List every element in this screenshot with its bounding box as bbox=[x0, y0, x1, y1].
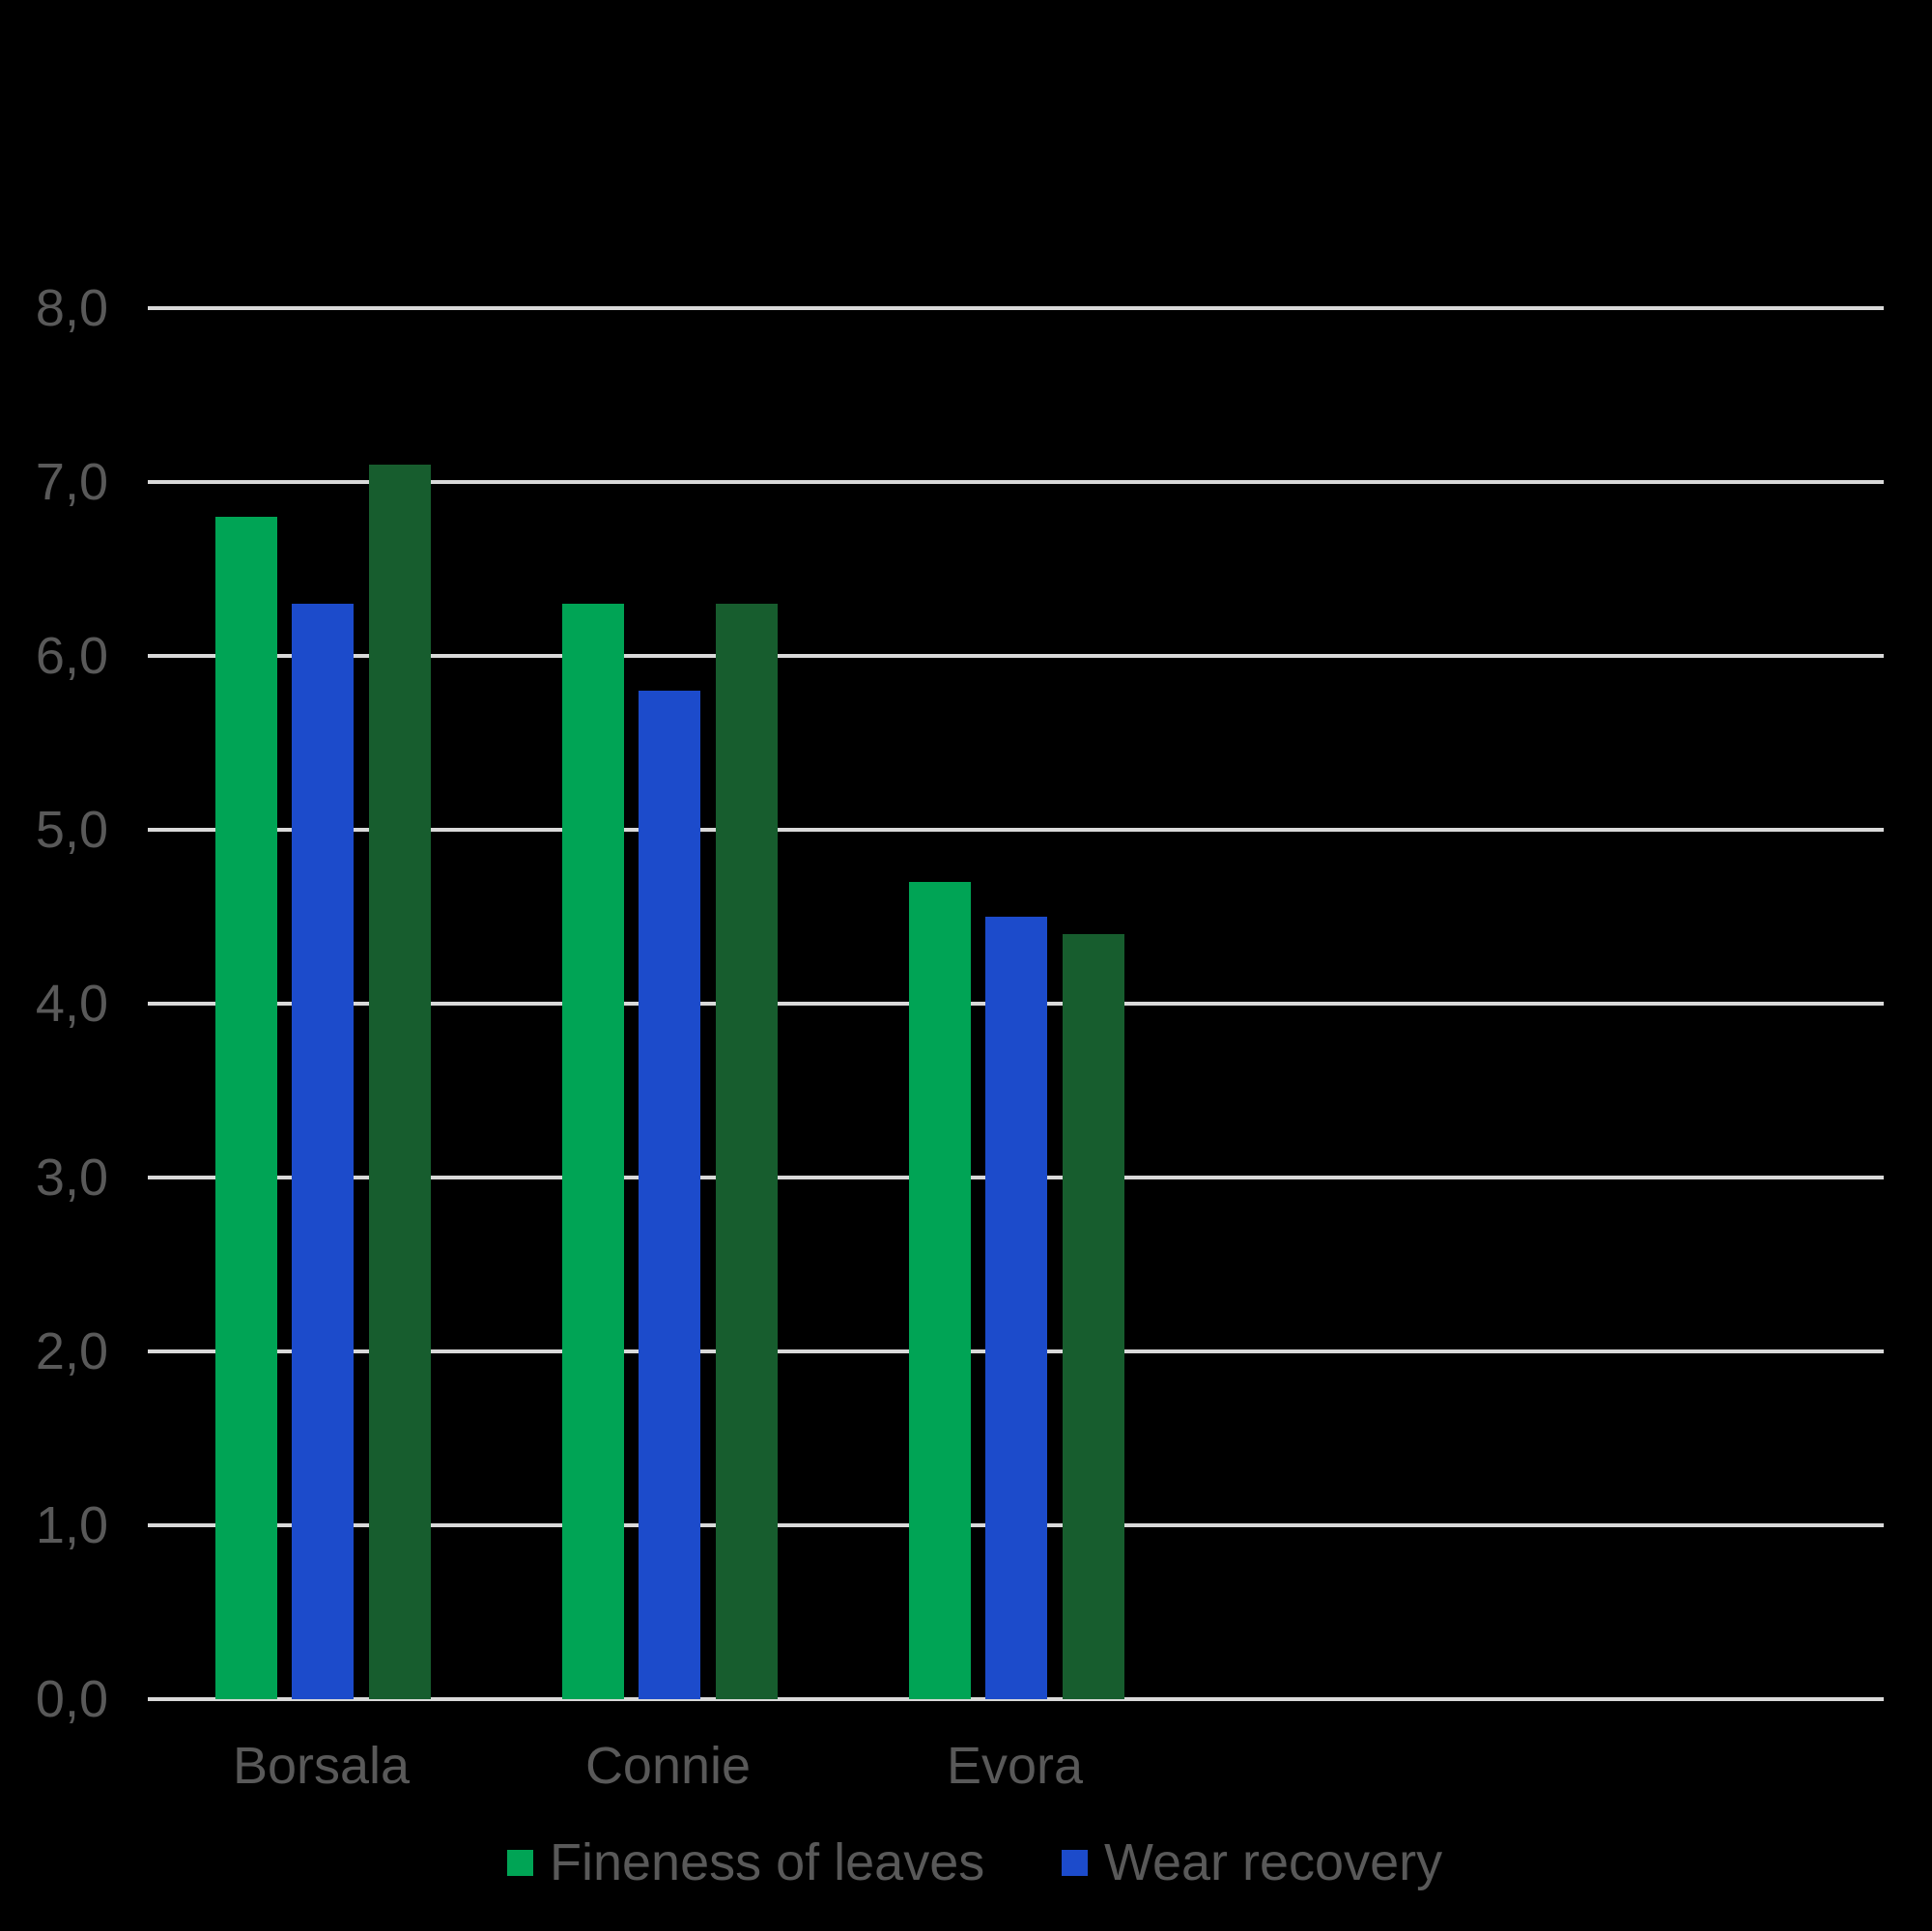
legend-item-wear-recovery: Wear recovery bbox=[1062, 1836, 1442, 1888]
gridline bbox=[148, 306, 1884, 310]
legend-label: Wear recovery bbox=[1104, 1833, 1443, 1891]
y-axis-tick-label: 2,0 bbox=[35, 1322, 108, 1380]
y-axis-tick-label: 8,0 bbox=[35, 279, 108, 337]
bar-borsala-fineness-of-leaves bbox=[215, 517, 277, 1699]
y-axis-tick-label: 7,0 bbox=[35, 453, 108, 511]
bar-connie-fineness-of-leaves bbox=[562, 604, 624, 1699]
y-axis-tick-label: 5,0 bbox=[35, 801, 108, 859]
category-label-borsala: Borsala bbox=[232, 1737, 411, 1795]
y-axis-tick-label: 1,0 bbox=[35, 1496, 108, 1554]
legend-swatch-icon bbox=[1062, 1849, 1088, 1876]
category-label-connie: Connie bbox=[584, 1737, 752, 1795]
bar-evora-series-3 bbox=[1063, 934, 1124, 1699]
y-axis-tick-label: 6,0 bbox=[35, 627, 108, 685]
category-label-evora: Evora bbox=[946, 1737, 1084, 1795]
y-axis-tick-label: 4,0 bbox=[35, 975, 108, 1033]
bar-borsala-series-3 bbox=[369, 465, 431, 1699]
bar-evora-fineness-of-leaves bbox=[909, 882, 971, 1699]
bar-connie-wear-recovery bbox=[639, 691, 700, 1699]
legend-item-fineness-of-leaves: Fineness of leaves bbox=[507, 1836, 984, 1888]
y-axis-tick-label: 3,0 bbox=[35, 1149, 108, 1207]
gridline bbox=[148, 828, 1884, 832]
gridline bbox=[148, 654, 1884, 658]
y-axis-tick-label: 0,0 bbox=[35, 1670, 108, 1728]
gridline bbox=[148, 480, 1884, 484]
legend-label: Fineness of leaves bbox=[550, 1833, 985, 1891]
legend-swatch-icon bbox=[507, 1849, 533, 1876]
bar-borsala-wear-recovery bbox=[292, 604, 354, 1699]
bar-evora-wear-recovery bbox=[985, 917, 1047, 1699]
bar-connie-series-3 bbox=[716, 604, 778, 1699]
x-axis-baseline bbox=[148, 1697, 1884, 1701]
